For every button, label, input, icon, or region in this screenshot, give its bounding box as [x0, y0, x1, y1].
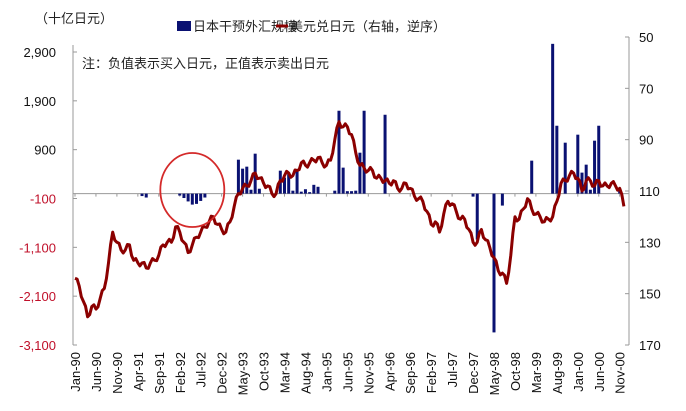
intervention-bar [249, 189, 253, 194]
x-tick-label: Jan-95 [319, 352, 334, 392]
x-tick-label: Nov-95 [361, 352, 376, 394]
x-tick-label: May-98 [487, 352, 502, 395]
intervention-bar [144, 193, 148, 198]
x-tick-label: Apr-91 [131, 352, 146, 391]
intervention-bar [492, 193, 496, 333]
legend: 日本干预外汇规模 美元兑日元（右轴，逆序） [177, 19, 446, 35]
intervention-bar [576, 134, 580, 194]
intervention-bar [341, 167, 345, 194]
intervention-bar [316, 186, 320, 194]
legend-bar-swatch [177, 21, 191, 31]
intervention-bar [358, 152, 362, 194]
x-tick-label: Mar-94 [278, 352, 293, 393]
x-tick-label: Sep-91 [152, 352, 167, 394]
intervention-bar [383, 114, 387, 194]
x-tick-label: Feb-97 [424, 352, 439, 393]
left-tick-label: 900 [34, 143, 56, 158]
intervention-bar [308, 192, 312, 194]
left-tick-label: -1,100 [19, 240, 56, 255]
intervention-bar [500, 193, 504, 206]
x-tick-label: Sep-96 [403, 352, 418, 394]
left-tick-label: -3,100 [19, 338, 56, 353]
right-tick-label: 90 [639, 133, 653, 148]
x-tick-label: Jul-97 [445, 352, 460, 387]
intervention-bar [245, 166, 249, 194]
intervention-bar [303, 189, 307, 194]
x-tick-label: Apr-96 [382, 352, 397, 391]
intervention-bar [580, 172, 584, 194]
legend-bar-label: 日本干预外汇规模 [193, 20, 297, 35]
intervention-bar [588, 189, 592, 194]
x-tick-label: Aug-94 [298, 352, 313, 394]
intervention-bar [362, 110, 366, 194]
intervention-bar [203, 193, 207, 198]
left-tick-label: -2,100 [19, 289, 56, 304]
intervention-bar [241, 168, 245, 194]
right-tick-label: 70 [639, 81, 653, 96]
x-tick-label: Nov-90 [110, 352, 125, 394]
intervention-bar [597, 125, 601, 194]
intervention-bar [471, 193, 475, 197]
intervention-bar [140, 193, 144, 197]
x-tick-label: Jul-92 [194, 352, 209, 387]
intervention-bar [563, 142, 567, 194]
intervention-bar [283, 177, 286, 194]
intervention-bar [555, 125, 559, 194]
intervention-bar [354, 190, 358, 194]
intervention-bar [190, 193, 194, 205]
usdjpy-line [74, 120, 626, 319]
intervention-bar [333, 190, 337, 194]
x-tick-label: Jun-00 [592, 352, 607, 392]
intervention-bar [530, 160, 534, 194]
x-tick-label: Oct-98 [508, 352, 523, 391]
intervention-bar [312, 184, 316, 194]
left-unit-label: （十亿日元） [35, 12, 113, 27]
x-tick-label: Jan-90 [68, 352, 83, 392]
intervention-bar [182, 193, 186, 199]
intervention-bar [257, 188, 261, 194]
intervention-bar [178, 193, 182, 196]
intervention-bar [199, 193, 203, 201]
x-tick-label: Aug-99 [550, 352, 565, 394]
right-tick-label: 150 [639, 287, 661, 302]
right-tick-label: 50 [639, 30, 653, 45]
intervention-bar [287, 172, 291, 194]
right-tick-label: 170 [639, 338, 661, 353]
x-tick-label: Dec-97 [466, 352, 481, 394]
x-tick-label: Nov-00 [613, 352, 628, 394]
x-tick-label: Dec-92 [215, 352, 230, 394]
x-tick-label: Oct-93 [257, 352, 272, 391]
chart-note: 注：负值表示买入日元，正值表示卖出日元 [82, 56, 329, 72]
intervention-bar [350, 191, 354, 194]
intervention-bar [295, 169, 299, 194]
right-tick-label: 110 [639, 184, 660, 199]
x-tick-label: Mar-99 [529, 352, 544, 393]
left-tick-label: -100 [30, 192, 56, 207]
intervention-bar [186, 193, 190, 202]
intervention-bar [551, 43, 555, 194]
x-tick-label: Feb-92 [173, 352, 188, 393]
intervention-bar [593, 140, 597, 194]
intervention-bar [291, 190, 295, 194]
x-tick-label: Jun-95 [340, 352, 355, 392]
left-tick-label: 1,900 [23, 94, 56, 109]
intervention-bar [345, 191, 349, 194]
x-tick-label: May-93 [236, 352, 251, 395]
legend-line-label: 美元兑日元（右轴，逆序） [290, 19, 446, 35]
intervention-bar [299, 191, 303, 194]
intervention-bar [337, 110, 341, 194]
x-tick-label: Jan-00 [571, 352, 586, 392]
x-tick-label: Jun-90 [89, 352, 104, 392]
left-tick-label: 2,900 [23, 45, 56, 60]
intervention-bar [236, 159, 240, 194]
right-tick-label: 130 [639, 235, 661, 250]
intervention-bar [475, 193, 479, 240]
intervention-bar [195, 193, 199, 204]
highlight-circle [159, 152, 226, 228]
